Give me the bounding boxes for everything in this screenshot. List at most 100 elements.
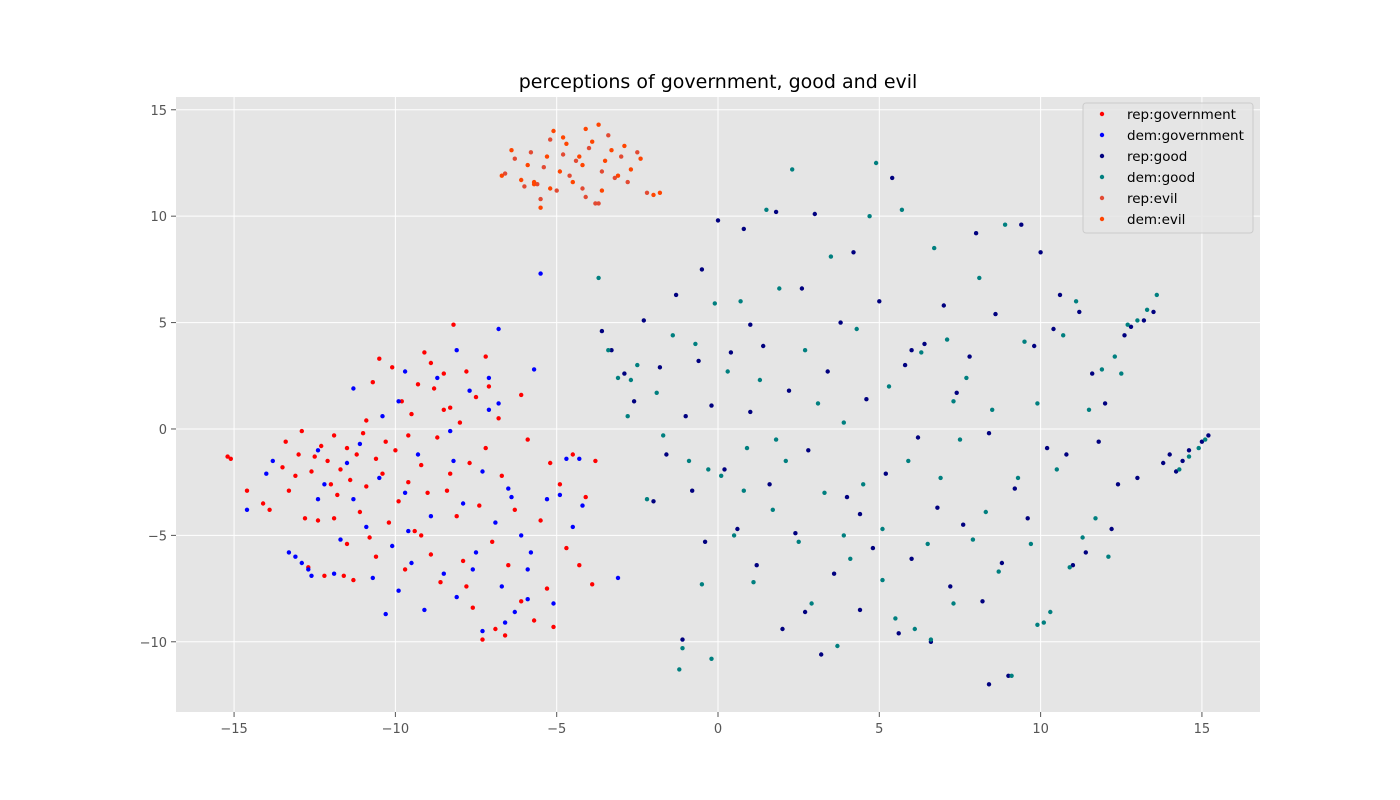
data-point: [696, 358, 701, 364]
data-point: [331, 516, 337, 521]
data-point: [509, 494, 514, 500]
data-point: [344, 460, 350, 466]
data-point: [844, 494, 850, 500]
data-point: [861, 482, 866, 487]
data-point: [841, 420, 846, 425]
data-point: [1109, 526, 1114, 532]
data-point: [360, 431, 366, 436]
data-point: [286, 550, 292, 555]
data-point: [357, 441, 363, 447]
data-point: [486, 375, 492, 381]
data-point: [806, 448, 811, 453]
data-point: [767, 482, 772, 487]
data-point: [554, 188, 559, 193]
data-point: [541, 165, 546, 170]
data-point: [602, 158, 608, 163]
data-point: [783, 458, 788, 464]
y-tick-label: 5: [159, 317, 167, 332]
data-point: [428, 360, 434, 366]
data-point: [580, 503, 585, 508]
y-tick-label: 15: [150, 104, 167, 119]
data-point: [606, 133, 611, 138]
data-point: [1135, 475, 1140, 481]
data-point: [483, 445, 488, 451]
data-point: [609, 348, 614, 353]
x-tick-label: −15: [220, 722, 247, 737]
data-point: [664, 452, 669, 457]
data-point: [635, 362, 640, 368]
data-point: [1022, 339, 1027, 344]
data-point: [467, 460, 472, 466]
data-point: [848, 556, 853, 561]
data-point: [967, 354, 972, 359]
data-point: [1206, 433, 1211, 438]
data-point: [1115, 482, 1121, 487]
data-point: [870, 545, 876, 551]
data-point: [970, 537, 976, 542]
data-point: [1141, 318, 1147, 323]
data-point: [244, 488, 250, 493]
data-point: [460, 558, 466, 564]
data-point: [641, 318, 646, 323]
data-point: [625, 179, 630, 185]
data-point: [506, 486, 511, 491]
data-point: [593, 201, 598, 206]
data-point: [402, 369, 408, 374]
data-point: [544, 497, 550, 502]
legend-label: rep:evil: [1127, 191, 1177, 207]
data-point: [886, 384, 892, 389]
grid-lines: [176, 97, 1260, 712]
data-point: [912, 626, 917, 632]
data-point: [351, 497, 356, 502]
data-point: [393, 448, 398, 453]
data-point: [293, 554, 298, 559]
data-point: [680, 637, 685, 642]
data-point: [770, 507, 775, 512]
data-point: [1077, 309, 1082, 315]
data-point: [599, 169, 605, 174]
data-point: [464, 369, 469, 374]
data-point: [877, 299, 882, 304]
data-point: [322, 482, 327, 487]
data-point: [1090, 371, 1095, 376]
data-point: [725, 369, 730, 374]
data-point: [909, 348, 914, 353]
data-point: [441, 407, 446, 412]
data-point: [741, 226, 746, 232]
data-point: [341, 573, 346, 578]
data-point: [799, 286, 805, 291]
series-dem-government: [244, 271, 621, 634]
data-point: [728, 350, 734, 355]
data-point: [364, 484, 369, 489]
data-point: [951, 399, 956, 404]
data-point: [896, 631, 901, 636]
data-point: [570, 524, 575, 530]
legend-marker: [1099, 153, 1105, 159]
data-point: [499, 584, 504, 589]
data-point: [851, 250, 856, 255]
data-point: [564, 456, 569, 461]
data-point: [344, 541, 350, 547]
data-point: [557, 169, 563, 174]
data-point: [1061, 333, 1066, 338]
data-point: [525, 437, 530, 442]
data-point: [444, 488, 450, 493]
y-tick-label: −5: [148, 529, 167, 544]
data-point: [380, 471, 385, 476]
data-point: [396, 399, 401, 404]
data-point: [386, 520, 392, 525]
data-point: [599, 328, 605, 334]
data-point: [322, 573, 327, 578]
data-point: [480, 469, 485, 474]
data-point: [448, 428, 453, 434]
data-point: [422, 350, 427, 355]
data-point: [406, 528, 411, 534]
data-point: [761, 343, 766, 349]
data-point: [293, 473, 298, 478]
data-point: [335, 492, 340, 498]
data-point: [825, 369, 830, 374]
data-point: [977, 275, 982, 281]
data-point: [1035, 401, 1040, 406]
data-point: [448, 405, 453, 410]
